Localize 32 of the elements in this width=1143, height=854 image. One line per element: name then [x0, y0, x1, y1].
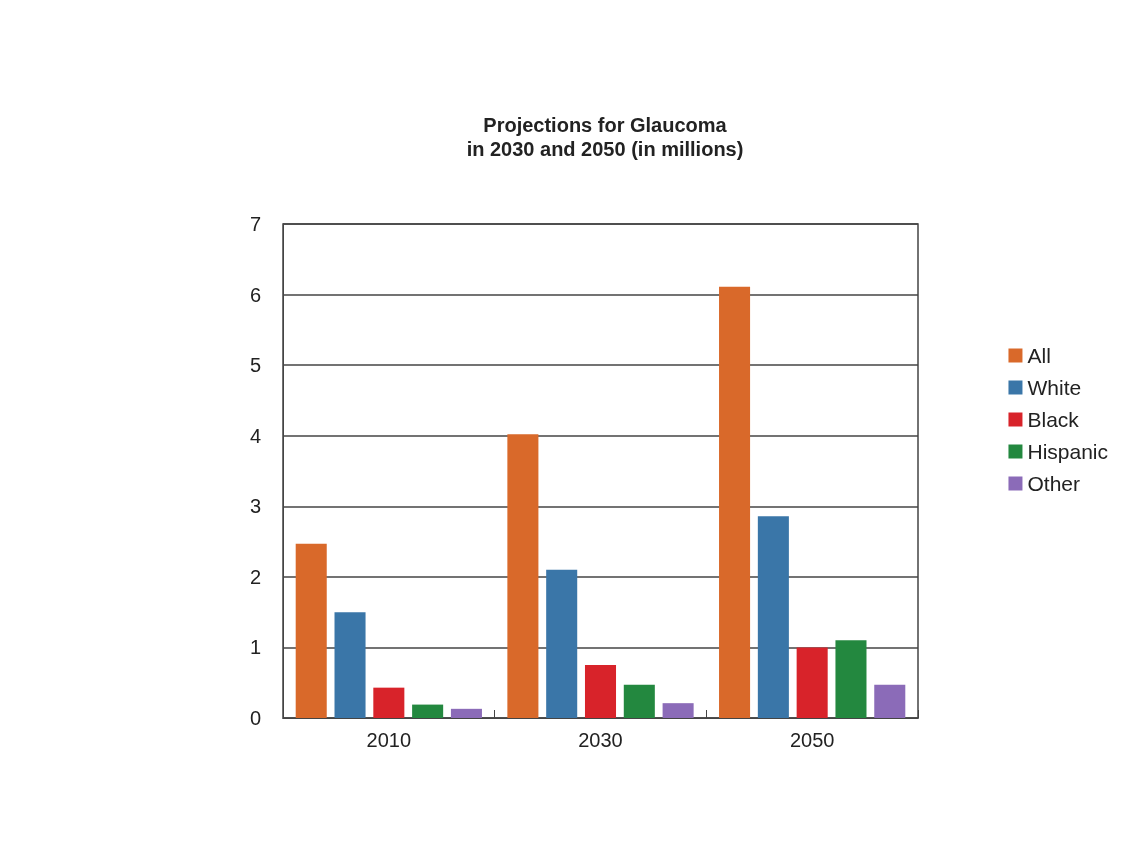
- y-tick-label: 5: [249, 354, 261, 377]
- bar: [874, 684, 906, 718]
- x-tick-label: 2030: [578, 729, 623, 751]
- bar: [373, 687, 405, 718]
- y-tick-label: 6: [249, 283, 261, 306]
- bar: [662, 703, 694, 718]
- bar: [295, 543, 327, 718]
- x-tick-label: 2010: [366, 729, 412, 751]
- y-tick-label: 1: [249, 636, 261, 659]
- bar: [719, 286, 751, 718]
- y-tick-label: 7: [249, 213, 261, 235]
- legend-label: All: [1027, 344, 1051, 367]
- bar: [412, 704, 444, 718]
- bar: [757, 516, 789, 718]
- x-tick-label: 2050: [789, 729, 835, 751]
- bar: [623, 684, 655, 718]
- bar: [546, 569, 578, 718]
- bar: [796, 647, 828, 718]
- legend-label: White: [1027, 376, 1082, 399]
- legend-label: Black: [1027, 408, 1080, 431]
- y-tick-label: 2: [249, 565, 261, 588]
- legend-label: Other: [1027, 472, 1080, 495]
- bar: [450, 708, 482, 718]
- y-tick-label: 4: [249, 424, 261, 447]
- bar: [507, 434, 539, 718]
- bar: [334, 612, 366, 718]
- bar: [835, 640, 867, 718]
- y-tick-label: 3: [249, 495, 261, 518]
- legend-label: Hispanic: [1027, 440, 1109, 463]
- y-tick-label: 0: [249, 707, 261, 729]
- bar: [584, 665, 617, 718]
- chart-title: Projections for Glaucoma in 2030 and 2050 (in millions): [466, 114, 744, 160]
